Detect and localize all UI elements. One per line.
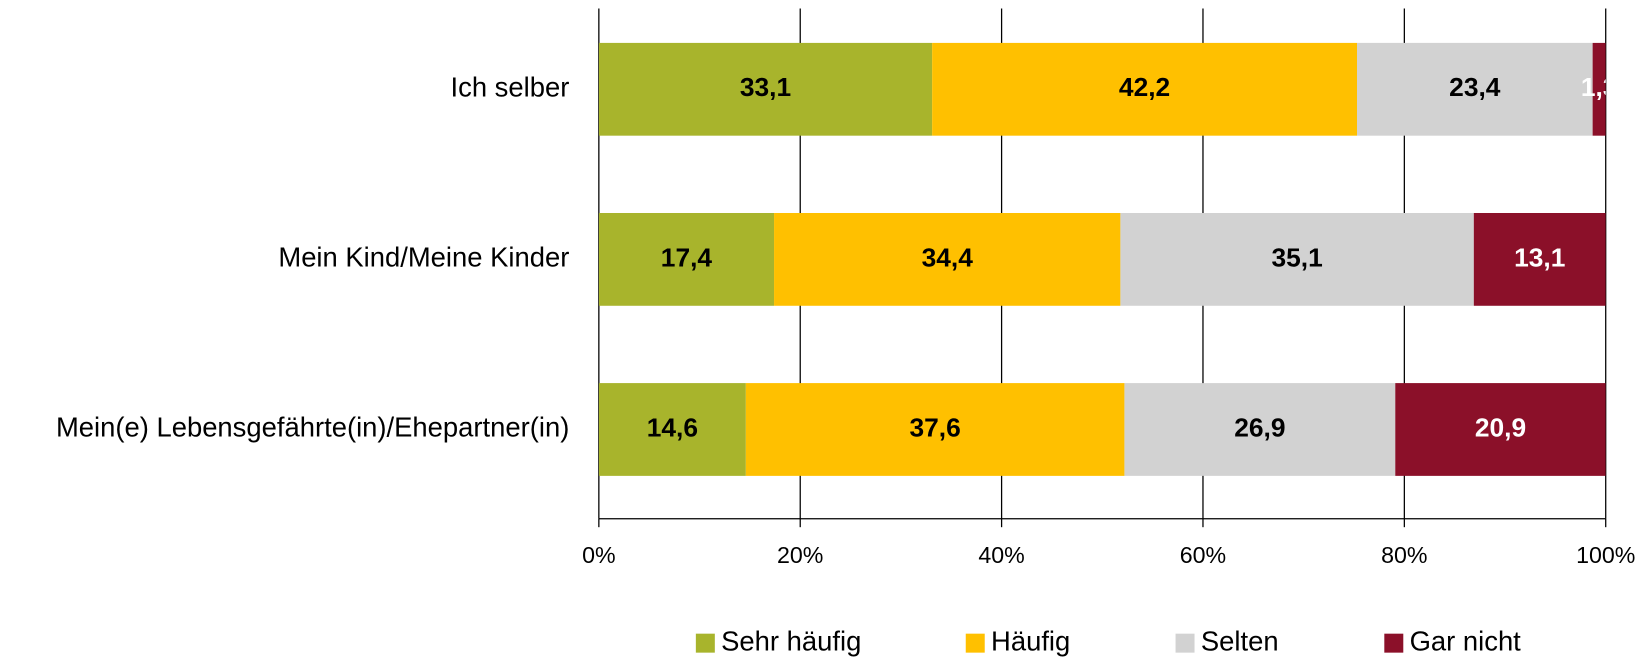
bar-segment bbox=[774, 212, 1121, 306]
legend-swatch bbox=[695, 633, 715, 653]
legend-swatch bbox=[1175, 633, 1195, 653]
category-label: Ich selber bbox=[451, 72, 570, 103]
legend-label: Gar nicht bbox=[1410, 625, 1522, 656]
value-label: 13,1 bbox=[1514, 242, 1565, 272]
value-label: 34,4 bbox=[922, 242, 974, 272]
category-label: Mein(e) Lebensgefährte(in)/Ehepartner(in… bbox=[56, 412, 569, 443]
bar-segment bbox=[745, 383, 1125, 476]
bar-segment bbox=[1124, 383, 1396, 476]
x-tick-label: 80% bbox=[1381, 542, 1427, 568]
bar-segment bbox=[1357, 42, 1593, 136]
x-tick-label: 40% bbox=[978, 542, 1024, 568]
value-label: 35,1 bbox=[1271, 242, 1322, 272]
value-label: 23,4 bbox=[1449, 72, 1501, 102]
value-label: 33,1 bbox=[740, 72, 791, 102]
plot: 33,1 42,2 23,4 1,3 17,4 34,4 35,1 13,1 14,6 37,6 2… bbox=[598, 42, 1618, 476]
value-label: 26,9 bbox=[1234, 412, 1285, 442]
x-tick-label: 60% bbox=[1180, 542, 1226, 568]
x-tick-label: 100% bbox=[1576, 542, 1635, 568]
bar-segment bbox=[598, 212, 775, 306]
value-label: 17,4 bbox=[661, 242, 713, 272]
legend-swatch bbox=[1384, 633, 1404, 653]
bar-segment bbox=[932, 42, 1358, 136]
legend-label: Häufig bbox=[991, 625, 1070, 656]
bar-segment bbox=[1395, 383, 1606, 476]
bar-segment bbox=[1473, 212, 1606, 306]
legend-label: Selten bbox=[1201, 625, 1279, 656]
bar-segment bbox=[1120, 212, 1474, 306]
x-tick-label: 0% bbox=[582, 542, 616, 568]
bar-segment bbox=[1592, 42, 1606, 136]
value-label: 42,2 bbox=[1119, 72, 1170, 102]
legend-swatch bbox=[965, 633, 985, 653]
bar-segment bbox=[598, 383, 746, 476]
value-label: 1,3 bbox=[1581, 72, 1618, 102]
legend-label: Sehr häufig bbox=[721, 625, 861, 656]
value-label: 37,6 bbox=[910, 412, 961, 442]
bar-segment bbox=[598, 42, 933, 136]
category-label: Mein Kind/Meine Kinder bbox=[278, 242, 569, 273]
value-label: 14,6 bbox=[647, 412, 698, 442]
value-label: 20,9 bbox=[1475, 412, 1526, 442]
x-tick-label: 20% bbox=[777, 542, 823, 568]
